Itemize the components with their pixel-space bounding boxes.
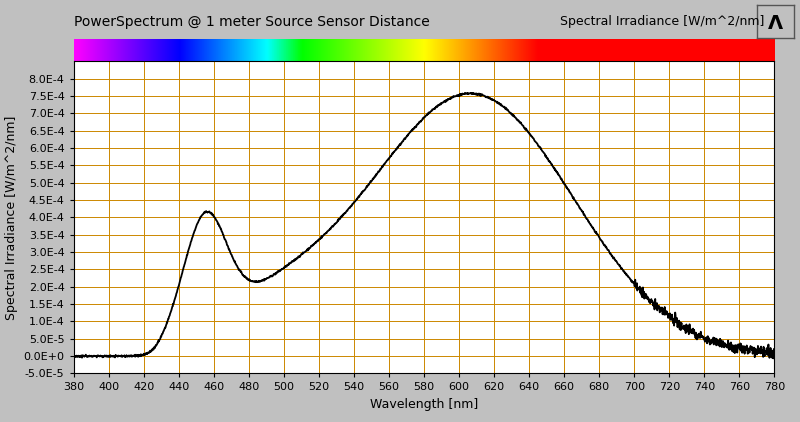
Text: PowerSpectrum @ 1 meter Source Sensor Distance: PowerSpectrum @ 1 meter Source Sensor Di… bbox=[74, 15, 430, 29]
Text: Λ: Λ bbox=[768, 14, 782, 32]
Y-axis label: Spectral Irradiance [W/m^2/nm]: Spectral Irradiance [W/m^2/nm] bbox=[5, 115, 18, 319]
X-axis label: Wavelength [nm]: Wavelength [nm] bbox=[370, 398, 478, 411]
Text: Spectral Irradiance [W/m^2/nm]: Spectral Irradiance [W/m^2/nm] bbox=[560, 15, 764, 28]
